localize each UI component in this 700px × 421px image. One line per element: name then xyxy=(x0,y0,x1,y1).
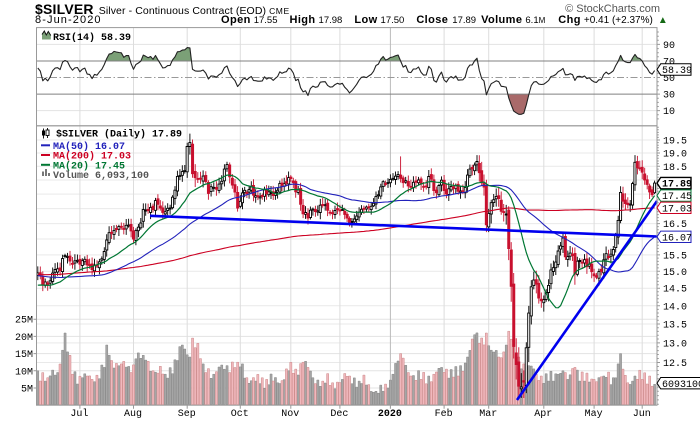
svg-text:15.0: 15.0 xyxy=(663,268,687,279)
svg-text:25M: 25M xyxy=(15,316,33,327)
svg-text:17.45: 17.45 xyxy=(662,192,692,203)
svg-text:13.5: 13.5 xyxy=(663,321,687,332)
svg-text:17.89: 17.89 xyxy=(662,180,692,191)
svg-text:Oct: Oct xyxy=(231,409,249,420)
svg-text:5M: 5M xyxy=(21,385,33,396)
svg-text:Volume 6,093,100: Volume 6,093,100 xyxy=(53,170,149,182)
svg-text:16.5: 16.5 xyxy=(663,220,687,231)
svg-text:RSI(14) 58.39: RSI(14) 58.39 xyxy=(53,32,131,44)
svg-text:2020: 2020 xyxy=(378,409,402,420)
svg-text:Jun: Jun xyxy=(633,409,651,420)
svg-text:16.07: 16.07 xyxy=(662,233,692,244)
svg-text:May: May xyxy=(585,409,603,420)
svg-text:MA(20) 17.45: MA(20) 17.45 xyxy=(53,160,125,172)
svg-text:15.5: 15.5 xyxy=(663,251,687,262)
svg-text:90: 90 xyxy=(663,41,675,52)
svg-text:14.5: 14.5 xyxy=(663,285,687,296)
svg-text:Mar: Mar xyxy=(479,409,497,420)
svg-text:Dec: Dec xyxy=(330,409,348,420)
svg-text:$SILVER (Daily) 17.89: $SILVER (Daily) 17.89 xyxy=(56,129,182,141)
svg-text:19.0: 19.0 xyxy=(663,150,687,161)
svg-text:6093100: 6093100 xyxy=(662,380,700,391)
svg-text:17.03: 17.03 xyxy=(662,204,692,215)
svg-text:MA(50) 16.07: MA(50) 16.07 xyxy=(53,141,125,153)
svg-text:20M: 20M xyxy=(15,333,33,344)
svg-text:58.39: 58.39 xyxy=(662,66,692,77)
svg-text:Sep: Sep xyxy=(178,409,196,420)
svg-text:70: 70 xyxy=(663,58,675,69)
svg-text:18.5: 18.5 xyxy=(663,163,687,174)
svg-text:19.5: 19.5 xyxy=(663,137,687,148)
svg-text:30: 30 xyxy=(663,91,675,102)
svg-text:13.0: 13.0 xyxy=(663,339,687,350)
svg-text:Feb: Feb xyxy=(435,408,453,420)
svg-text:MA(200) 17.03: MA(200) 17.03 xyxy=(53,151,131,163)
svg-text:Jul: Jul xyxy=(70,408,88,420)
svg-text:Apr: Apr xyxy=(534,409,552,420)
svg-text:12.5: 12.5 xyxy=(663,359,687,370)
svg-text:10: 10 xyxy=(663,107,675,118)
svg-text:10M: 10M xyxy=(15,367,33,378)
svg-text:15M: 15M xyxy=(15,350,33,361)
svg-text:Aug: Aug xyxy=(124,409,142,420)
svg-text:50: 50 xyxy=(663,74,675,85)
svg-text:Nov: Nov xyxy=(281,409,299,420)
svg-text:14.0: 14.0 xyxy=(663,302,687,313)
